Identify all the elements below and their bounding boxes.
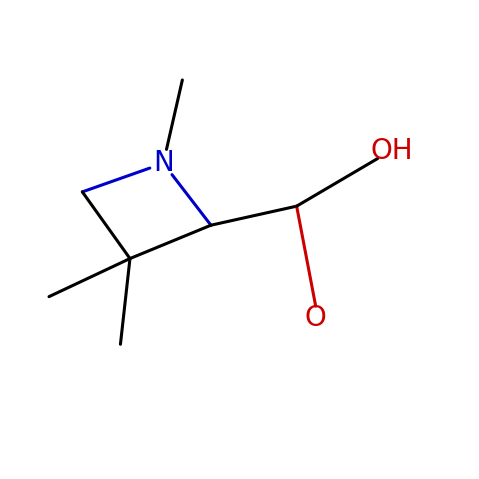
Text: OH: OH xyxy=(371,137,413,165)
Text: N: N xyxy=(153,149,174,177)
Text: O: O xyxy=(305,304,327,332)
